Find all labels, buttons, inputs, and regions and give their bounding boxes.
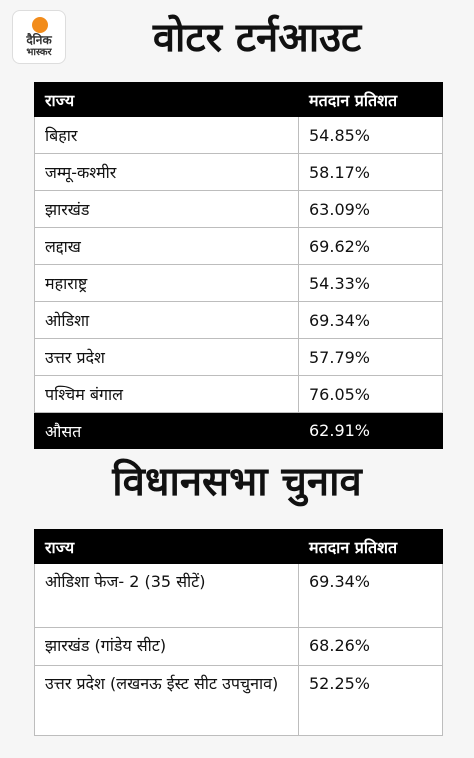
table-row: उत्तर प्रदेश (लखनऊ ईस्ट सीट उपचुनाव) 52.…: [34, 665, 443, 736]
turnout-cell: 57.79%: [298, 338, 443, 376]
state-cell: लद्दाख: [34, 227, 299, 265]
turnout-cell: 52.25%: [298, 665, 443, 736]
table-row: महाराष्ट्र 54.33%: [34, 264, 443, 302]
table-header-row: राज्य मतदान प्रतिशत: [34, 82, 443, 117]
voter-turnout-table: राज्य मतदान प्रतिशत बिहार 54.85% जम्मू-क…: [34, 82, 443, 449]
state-cell: पश्चिम बंगाल: [34, 375, 299, 413]
turnout-cell: 63.09%: [298, 190, 443, 228]
table-row: जम्मू-कश्मीर 58.17%: [34, 153, 443, 191]
state-cell: ओडिशा फेज- 2 (35 सीटें): [34, 563, 299, 628]
table-header-row: राज्य मतदान प्रतिशत: [34, 529, 443, 564]
state-cell: झारखंड: [34, 190, 299, 228]
state-cell: बिहार: [34, 116, 299, 154]
state-cell: ओडिशा: [34, 301, 299, 339]
header-state: राज्य: [34, 82, 299, 117]
header-state: राज्य: [34, 529, 299, 564]
average-row: औसत 62.91%: [34, 412, 443, 449]
turnout-cell: 69.34%: [298, 301, 443, 339]
assembly-election-title: विधानसभा चुनाव: [112, 459, 362, 505]
assembly-election-table: राज्य मतदान प्रतिशत ओडिशा फेज- 2 (35 सीट…: [34, 529, 443, 736]
header-turnout: मतदान प्रतिशत: [298, 529, 443, 564]
logo-line-1: दैनिक: [26, 33, 52, 47]
sun-icon: [32, 17, 48, 33]
state-cell: उत्तर प्रदेश: [34, 338, 299, 376]
dainik-bhaskar-logo: दैनिक भास्कर: [12, 10, 66, 64]
table-row: झारखंड 63.09%: [34, 190, 443, 228]
table-row: लद्दाख 69.62%: [34, 227, 443, 265]
turnout-cell: 69.34%: [298, 563, 443, 628]
state-cell: महाराष्ट्र: [34, 264, 299, 302]
table-row: ओडिशा 69.34%: [34, 301, 443, 339]
table-row: ओडिशा फेज- 2 (35 सीटें) 69.34%: [34, 563, 443, 628]
average-value: 62.91%: [298, 412, 443, 449]
average-label: औसत: [34, 412, 299, 449]
state-cell: उत्तर प्रदेश (लखनऊ ईस्ट सीट उपचुनाव): [34, 665, 299, 736]
turnout-cell: 54.85%: [298, 116, 443, 154]
turnout-cell: 54.33%: [298, 264, 443, 302]
turnout-cell: 76.05%: [298, 375, 443, 413]
logo-line-2: भास्कर: [26, 47, 52, 58]
state-cell: जम्मू-कश्मीर: [34, 153, 299, 191]
table-row: झारखंड (गांडेय सीट) 68.26%: [34, 627, 443, 666]
table-row: उत्तर प्रदेश 57.79%: [34, 338, 443, 376]
turnout-title: वोटर टर्नआउट: [152, 15, 362, 61]
turnout-cell: 69.62%: [298, 227, 443, 265]
turnout-cell: 68.26%: [298, 627, 443, 666]
table-row: बिहार 54.85%: [34, 116, 443, 154]
state-cell: झारखंड (गांडेय सीट): [34, 627, 299, 666]
turnout-cell: 58.17%: [298, 153, 443, 191]
table-row: पश्चिम बंगाल 76.05%: [34, 375, 443, 413]
header-turnout: मतदान प्रतिशत: [298, 82, 443, 117]
